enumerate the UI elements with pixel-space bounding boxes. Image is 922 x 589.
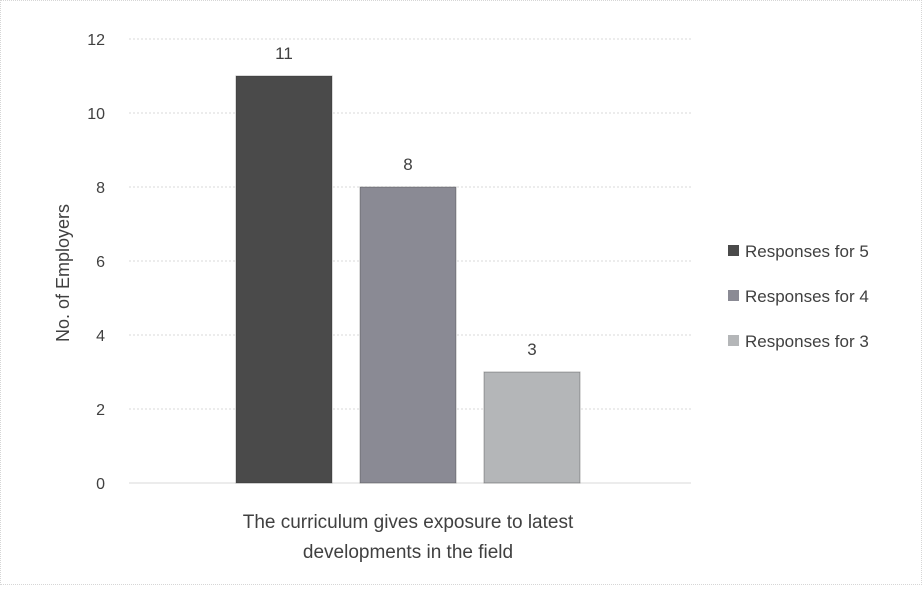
category-label-line-2: developments in the field [303,542,513,563]
y-tick-label: 0 [96,476,105,493]
legend-label: Responses for 3 [745,332,869,351]
y-tick-label: 4 [96,328,105,345]
legend-swatch [728,335,739,346]
data-label: 11 [275,44,293,63]
y-tick-label: 12 [87,32,105,49]
data-label: 8 [403,155,412,174]
y-tick-label: 6 [96,254,105,271]
category-label-line-1: The curriculum gives exposure to latest [243,512,574,533]
y-axis-title: No. of Employers [53,204,73,342]
y-axis-ticks: 0 2 4 6 8 10 12 [87,32,105,493]
data-label: 3 [527,340,536,359]
bar-responses-for-3 [483,371,581,484]
legend: Responses for 5 Responses for 4 Responses … [728,242,869,351]
legend-swatch [728,290,739,301]
bar-responses-for-5 [235,75,333,484]
legend-label: Responses for 4 [745,287,869,306]
bar-responses-for-4 [359,186,457,484]
y-tick-label: 10 [87,106,105,123]
bars [235,75,581,484]
y-tick-label: 2 [96,402,105,419]
data-labels: 11 8 3 [275,44,537,359]
legend-swatch [728,245,739,256]
x-axis-category: The curriculum gives exposure to latest … [243,512,574,563]
y-tick-label: 8 [96,180,105,197]
legend-label: Responses for 5 [745,242,869,261]
